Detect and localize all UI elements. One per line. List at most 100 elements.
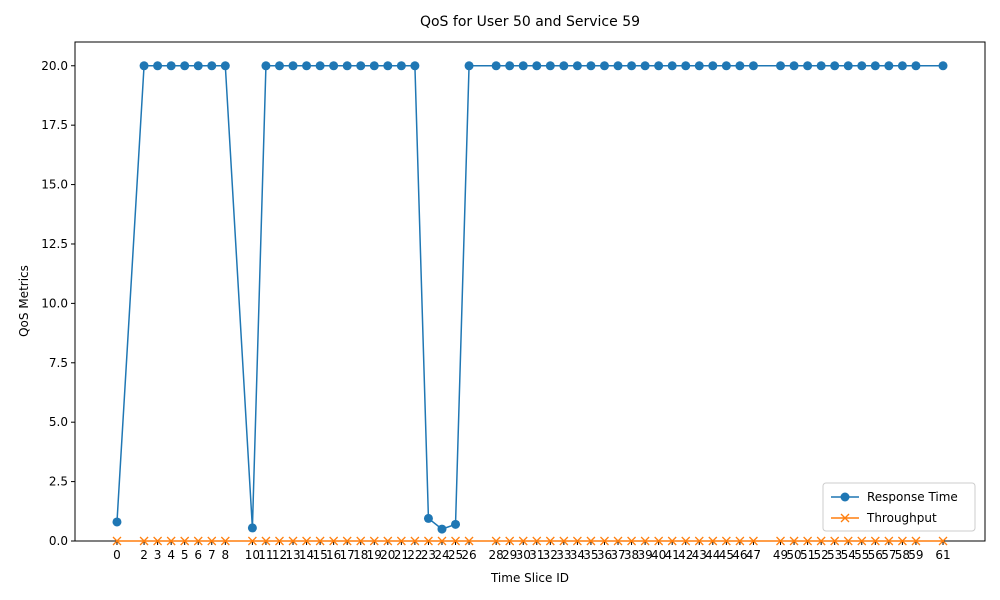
data-point [681, 536, 691, 546]
x-tick-label: 25 [448, 548, 463, 562]
x-tick-label: 34 [570, 548, 585, 562]
data-point-stroke [451, 536, 460, 546]
data-point [721, 536, 731, 546]
data-point [776, 536, 785, 546]
data-point [193, 61, 203, 71]
x-tick-label: 26 [461, 548, 476, 562]
data-point [464, 536, 474, 546]
data-point-stroke [423, 536, 433, 546]
x-tick-label: 20 [380, 548, 395, 562]
x-tick-label: 28 [489, 548, 504, 562]
plot-frame [74, 41, 986, 542]
data-point [139, 536, 149, 546]
data-point [342, 61, 352, 71]
y-tick-label: 0.0 [49, 534, 68, 548]
data-point [315, 536, 325, 546]
data-point-stroke [681, 536, 691, 546]
y-tick-label: 5.0 [49, 415, 68, 429]
x-tick-label: 47 [746, 548, 761, 562]
data-point-stroke [166, 536, 176, 546]
data-point [897, 536, 907, 546]
data-point-stroke [748, 536, 758, 546]
legend-label: Throughput [866, 511, 937, 525]
data-point-stroke [884, 536, 894, 546]
data-point [613, 536, 623, 546]
data-point [911, 536, 921, 546]
plot-area: 0.02.55.07.510.012.515.017.520.00 2 3 4 5 6 7 8… [41, 41, 986, 562]
data-point-stroke [329, 536, 339, 546]
x-tick-label: 21 [394, 548, 409, 562]
y-tick-label: 2.5 [49, 475, 68, 489]
chart-title: QoS for User 50 and Service 59 [420, 14, 640, 30]
data-point [491, 536, 501, 546]
data-point [748, 61, 758, 71]
data-point [586, 536, 596, 546]
data-point-stroke [897, 536, 907, 546]
data-point-stroke [870, 536, 880, 546]
data-point [816, 536, 826, 546]
x-tick-label: 14 [299, 548, 314, 562]
data-point-stroke [302, 536, 312, 546]
data-point [166, 61, 176, 71]
data-point-stroke [572, 536, 582, 546]
x-tick-label: 15 [312, 548, 327, 562]
data-point [505, 536, 515, 546]
data-point [667, 536, 677, 546]
data-point [288, 61, 298, 71]
data-point-stroke [383, 536, 393, 546]
x-tick-label: 45 [719, 548, 734, 562]
data-point [220, 536, 230, 546]
data-point [423, 513, 433, 523]
x-tick-label: 49 [773, 548, 788, 562]
x-tick-label: 36 [597, 548, 612, 562]
data-point-stroke [776, 536, 785, 546]
x-tick-label: 30 [516, 548, 531, 562]
data-point [423, 536, 433, 546]
data-point [681, 61, 691, 71]
x-tick-label: 37 [610, 548, 625, 562]
data-point-stroke [369, 536, 379, 546]
data-point [748, 536, 758, 546]
x-tick-label: 6 [194, 548, 202, 562]
data-point [261, 61, 271, 71]
data-point [545, 61, 555, 71]
data-point [735, 536, 745, 546]
data-point [830, 61, 840, 71]
x-tick-label: 41 [665, 548, 680, 562]
x-tick-label: 16 [326, 548, 341, 562]
series-line [116, 65, 944, 530]
x-tick-label: 4 [167, 548, 175, 562]
data-point [694, 536, 704, 546]
data-point [274, 61, 284, 71]
data-point-stroke [938, 536, 948, 546]
x-tick-label: 29 [502, 548, 517, 562]
data-point [600, 536, 609, 546]
data-point [572, 536, 582, 546]
data-point-stroke [139, 536, 149, 546]
x-tick-label: 2 [140, 548, 148, 562]
data-point [396, 61, 406, 71]
data-point [532, 536, 542, 546]
data-point [870, 61, 880, 71]
data-point [139, 61, 149, 71]
data-point [789, 61, 799, 71]
data-point [261, 536, 271, 546]
data-point [153, 61, 163, 71]
data-point-stroke [153, 536, 163, 546]
legend-marker [840, 513, 850, 523]
x-tick-label: 55 [854, 548, 869, 562]
data-point-stroke [518, 536, 528, 546]
data-point [207, 536, 217, 546]
data-point-stroke [613, 536, 623, 546]
x-tick-label: 50 [786, 548, 801, 562]
x-tick-label: 40 [651, 548, 666, 562]
data-point [857, 536, 867, 546]
data-point-stroke [667, 536, 677, 546]
x-tick-label: 52 [814, 548, 829, 562]
data-point-stroke [640, 536, 650, 546]
data-point [369, 536, 379, 546]
x-tick-label: 22 [407, 548, 422, 562]
legend-item: Response Time [831, 490, 958, 504]
data-point [383, 61, 393, 71]
data-point-stroke [586, 536, 596, 546]
